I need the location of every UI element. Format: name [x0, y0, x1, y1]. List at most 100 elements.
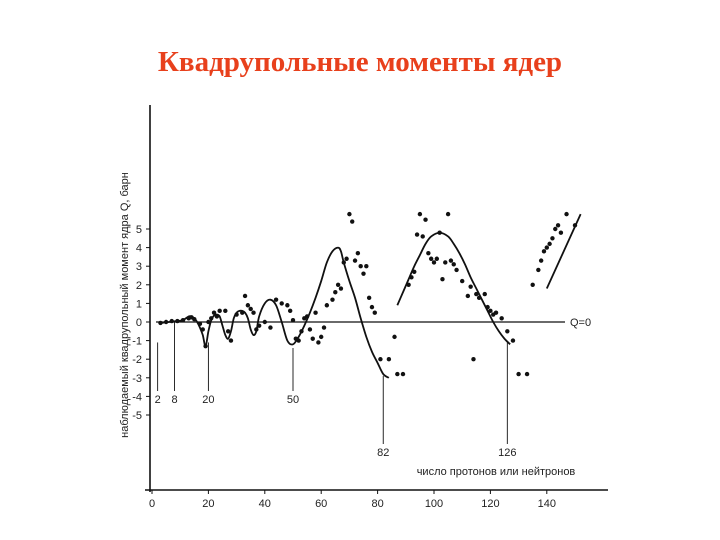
y-tick-label: -3: [132, 373, 142, 385]
data-point: [378, 357, 383, 362]
y-tick-label: 2: [136, 280, 142, 292]
data-point: [319, 334, 324, 340]
data-point: [372, 310, 377, 315]
data-point: [355, 250, 361, 256]
magic-number-label: 50: [287, 394, 299, 406]
data-point: [395, 371, 400, 377]
data-point: [352, 258, 358, 263]
data-point: [434, 256, 440, 261]
data-point: [287, 308, 293, 314]
x-axis-title: число протонов или нейтронов: [417, 466, 576, 478]
data-point: [493, 310, 499, 315]
data-point: [254, 327, 259, 332]
data-point: [197, 321, 203, 327]
data-point: [505, 329, 510, 334]
data-point: [386, 357, 392, 362]
data-point: [423, 217, 428, 222]
data-point: [550, 236, 555, 241]
data-point: [169, 318, 174, 324]
data-point: [465, 293, 471, 299]
data-point: [240, 310, 245, 315]
data-point: [347, 211, 352, 217]
data-point: [350, 219, 355, 224]
data-point: [338, 286, 344, 291]
data-point: [474, 291, 479, 297]
data-point: [285, 303, 290, 308]
data-point: [510, 338, 516, 343]
magic-number-label: 8: [171, 394, 177, 406]
data-point: [214, 314, 220, 319]
data-point: [321, 325, 327, 330]
data-point: [558, 230, 564, 235]
data-point: [426, 250, 431, 256]
data-point: [482, 291, 487, 297]
data-point: [180, 317, 186, 323]
data-point: [476, 295, 482, 301]
data-point: [564, 211, 569, 217]
y-tick-label: 5: [136, 224, 142, 236]
data-point: [431, 260, 437, 265]
data-point: [454, 267, 459, 273]
data-point: [242, 293, 248, 299]
data-point: [273, 297, 279, 302]
x-tick-label: 0: [149, 498, 155, 510]
data-point: [158, 320, 163, 326]
data-point: [499, 316, 504, 321]
x-tick-label: 40: [259, 498, 271, 510]
data-point: [544, 245, 549, 250]
data-point: [279, 301, 284, 306]
data-point: [245, 303, 251, 308]
data-point: [192, 317, 197, 322]
data-point: [225, 329, 231, 334]
y-tick-label: 0: [136, 317, 142, 329]
data-point: [443, 260, 448, 265]
data-point: [217, 308, 222, 314]
data-point: [358, 264, 363, 269]
data-point: [330, 297, 335, 302]
data-point: [451, 262, 456, 267]
data-point: [307, 327, 313, 332]
data-point: [256, 323, 262, 328]
data-point: [206, 319, 211, 325]
x-tick-label: 140: [538, 498, 556, 510]
data-point: [553, 226, 558, 232]
data-point: [488, 308, 493, 314]
data-point: [412, 269, 417, 274]
data-point: [251, 310, 256, 315]
data-point: [211, 310, 217, 315]
data-point: [299, 329, 304, 334]
data-point: [417, 211, 423, 217]
data-point: [203, 343, 208, 349]
magic-number-label: 20: [202, 394, 214, 406]
data-point: [333, 290, 338, 295]
data-point: [440, 277, 445, 282]
magic-number-label: 126: [498, 447, 516, 459]
data-point: [420, 234, 425, 239]
x-tick-label: 120: [481, 498, 499, 510]
magic-number-label: 82: [377, 447, 389, 459]
data-point: [448, 258, 454, 263]
data-point: [335, 282, 341, 287]
trend-curve: [396, 231, 511, 345]
data-point: [296, 338, 301, 343]
y-tick-label: 4: [136, 243, 142, 255]
x-tick-label: 60: [315, 498, 327, 510]
data-point: [460, 278, 465, 284]
data-point: [555, 223, 561, 228]
y-tick-label: 3: [136, 261, 142, 273]
x-tick-label: 80: [371, 498, 383, 510]
data-point: [572, 223, 578, 228]
data-point: [324, 303, 330, 308]
data-point: [163, 319, 169, 325]
data-point: [428, 256, 434, 261]
data-point: [341, 260, 346, 265]
magic-number-markers: 2 8 20 50 82 126: [155, 322, 516, 459]
data-point: [366, 295, 372, 301]
magic-number-label: 2: [155, 394, 161, 406]
y-tick-label: -2: [132, 354, 142, 366]
y-tick-label: -4: [132, 391, 142, 403]
y-tick-label: -5: [132, 410, 142, 422]
data-point: [223, 308, 228, 314]
